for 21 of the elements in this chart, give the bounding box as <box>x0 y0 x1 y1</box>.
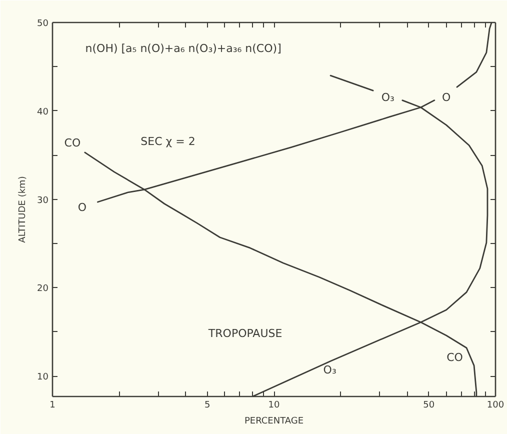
y-tick-label: 50 <box>37 19 49 29</box>
annotation: TROPOPAUSE <box>207 327 282 340</box>
y-tick-label: 30 <box>37 196 49 206</box>
series-label: CO <box>446 351 464 364</box>
y-tick-label: 40 <box>37 107 49 118</box>
x-tick-label: 1 <box>50 400 56 410</box>
y-axis-title: ALTITUDE (km) <box>18 176 28 243</box>
series-label: O₃ <box>323 363 336 376</box>
text: O₃ <box>381 91 394 104</box>
x-tick-label: 10 <box>268 400 280 410</box>
x-tick-label: 5 <box>204 400 210 410</box>
annotation: n(OH) [a₅ n(O)+a₆ n(O₃)+a₃₆ n(CO)] <box>85 42 282 56</box>
x-tick-label: 50 <box>423 400 435 410</box>
y-tick-label: 20 <box>37 284 49 294</box>
x-tick-label: 100 <box>486 400 504 410</box>
x-axis-title: PERCENTAGE <box>244 416 304 426</box>
series-label: O <box>442 91 451 104</box>
annotation: SEC χ = 2 <box>140 134 196 148</box>
text: O <box>78 200 87 214</box>
y-tick-label: 10 <box>37 372 49 383</box>
text: CO <box>64 136 81 150</box>
